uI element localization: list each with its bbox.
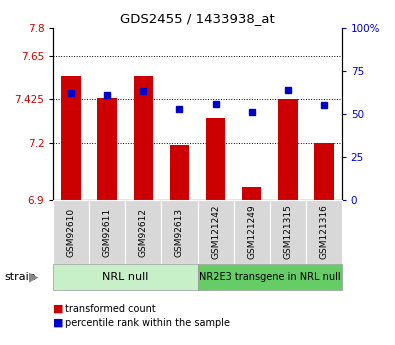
Text: ▶: ▶ — [29, 270, 38, 283]
Bar — [62, 77, 81, 200]
Bar — [206, 118, 226, 200]
Text: GSM121242: GSM121242 — [211, 205, 220, 259]
Text: GSM121315: GSM121315 — [283, 205, 292, 259]
Bar — [98, 98, 117, 200]
Text: GSM92612: GSM92612 — [139, 207, 148, 257]
Bar — [134, 76, 153, 200]
Text: GSM92610: GSM92610 — [67, 207, 76, 257]
Text: ■: ■ — [53, 304, 64, 314]
Bar — [314, 142, 333, 200]
Text: GDS2455 / 1433938_at: GDS2455 / 1433938_at — [120, 12, 275, 25]
Text: percentile rank within the sample: percentile rank within the sample — [65, 318, 230, 327]
Bar — [278, 99, 297, 200]
Text: NR2E3 transgene in NRL null: NR2E3 transgene in NRL null — [199, 272, 340, 282]
Bar — [242, 187, 261, 200]
Text: ■: ■ — [53, 318, 64, 327]
Bar — [169, 145, 189, 200]
Text: GSM92611: GSM92611 — [103, 207, 112, 257]
Text: NRL null: NRL null — [102, 272, 149, 282]
Text: strain: strain — [4, 272, 36, 282]
Text: GSM121316: GSM121316 — [319, 205, 328, 259]
Text: GSM121249: GSM121249 — [247, 205, 256, 259]
Text: transformed count: transformed count — [65, 304, 156, 314]
Text: GSM92613: GSM92613 — [175, 207, 184, 257]
